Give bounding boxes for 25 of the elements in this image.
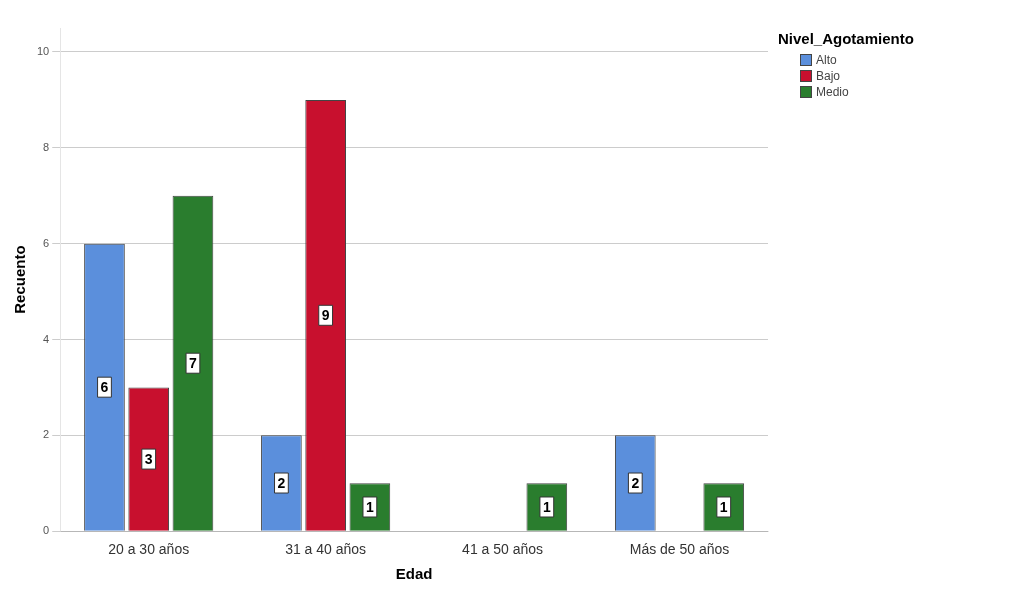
x-tick-label: Más de 50 años — [629, 541, 730, 558]
x-tick-label: 41 a 50 años — [462, 541, 544, 558]
data-label: 2 — [277, 474, 286, 491]
y-tick-label: 6 — [43, 236, 50, 249]
x-axis-title: Edad — [395, 565, 433, 583]
data-label: 9 — [321, 307, 330, 324]
data-label: 7 — [189, 355, 198, 372]
y-tick-label: 4 — [43, 332, 50, 345]
data-label: 3 — [144, 450, 153, 467]
y-tick-label: 2 — [43, 428, 50, 441]
y-tick-label: 8 — [43, 140, 50, 153]
legend-label: Medio — [816, 85, 849, 99]
y-tick-label: 0 — [43, 524, 50, 537]
data-label: 2 — [631, 474, 640, 491]
data-label: 1 — [719, 498, 728, 515]
y-axis-title: Recuento — [11, 245, 29, 314]
data-label: 1 — [542, 498, 551, 515]
x-tick-label: 31 a 40 años — [285, 541, 367, 558]
data-label: 1 — [365, 498, 374, 515]
y-tick-label: 10 — [36, 44, 50, 57]
legend-label: Alto — [816, 53, 837, 67]
x-tick-label: 20 a 30 años — [108, 541, 190, 558]
data-label: 6 — [100, 379, 109, 396]
legend-label: Bajo — [816, 69, 841, 83]
legend-title: Nivel_Agotamiento — [778, 30, 915, 47]
